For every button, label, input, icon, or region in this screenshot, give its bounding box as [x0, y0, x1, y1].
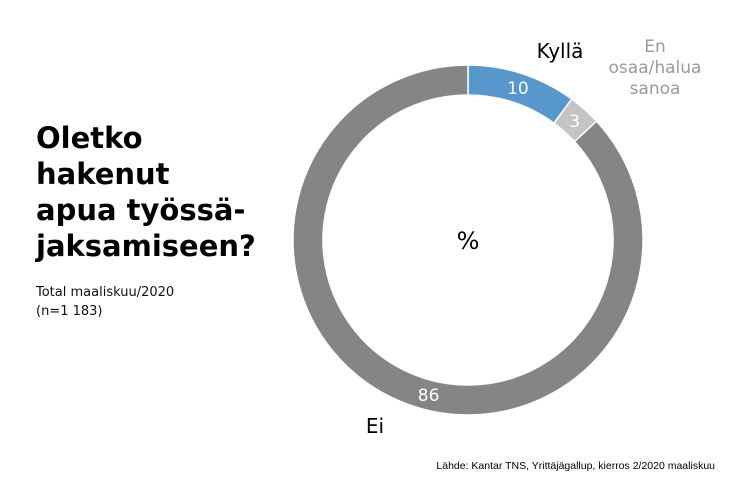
- center-unit-label: %: [457, 227, 480, 255]
- slice-value-label: 10: [507, 79, 529, 99]
- slice-category-label: Kyllä: [537, 39, 584, 63]
- donut-slice-2: [292, 64, 644, 416]
- slice-category-label: Ei: [366, 414, 384, 438]
- slice-value-label: 86: [418, 386, 440, 406]
- source-note: Lähde: Kantar TNS, Yrittäjägallup, kierr…: [436, 460, 715, 472]
- slice-value-label: 3: [569, 112, 580, 132]
- chart-title: Oletko hakenut apua työssä- jaksamiseen?: [36, 121, 256, 263]
- slice-category-label: En osaa/halua sanoa: [609, 37, 702, 99]
- chart-subtitle: Total maaliskuu/2020 (n=1 183): [36, 285, 175, 319]
